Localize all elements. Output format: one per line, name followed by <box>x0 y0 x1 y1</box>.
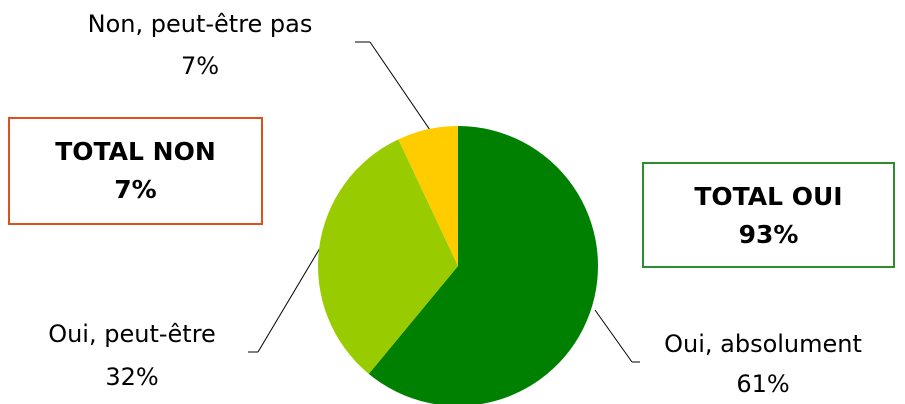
annotation-text: 7% <box>114 175 156 204</box>
pie-slice <box>368 126 598 404</box>
pie-slice <box>318 139 458 374</box>
slice-label: Oui, absolument <box>664 330 862 358</box>
leader-line <box>594 309 633 363</box>
leader-line <box>369 41 431 131</box>
slice-value: 7% <box>181 52 219 80</box>
slice-value: 32% <box>105 363 158 391</box>
leader-line <box>257 247 321 353</box>
annotation-text: TOTAL NON <box>55 137 216 166</box>
slice-label: Oui, peut-être <box>48 320 216 348</box>
annotation-text: 93% <box>739 220 799 249</box>
annotation-text: TOTAL OUI <box>694 182 842 211</box>
slice-value: 61% <box>736 370 789 398</box>
annotation-box <box>642 162 895 268</box>
pie-slice <box>398 126 458 266</box>
annotation-box <box>8 117 263 225</box>
slice-label: Non, peut-être pas <box>88 10 313 38</box>
